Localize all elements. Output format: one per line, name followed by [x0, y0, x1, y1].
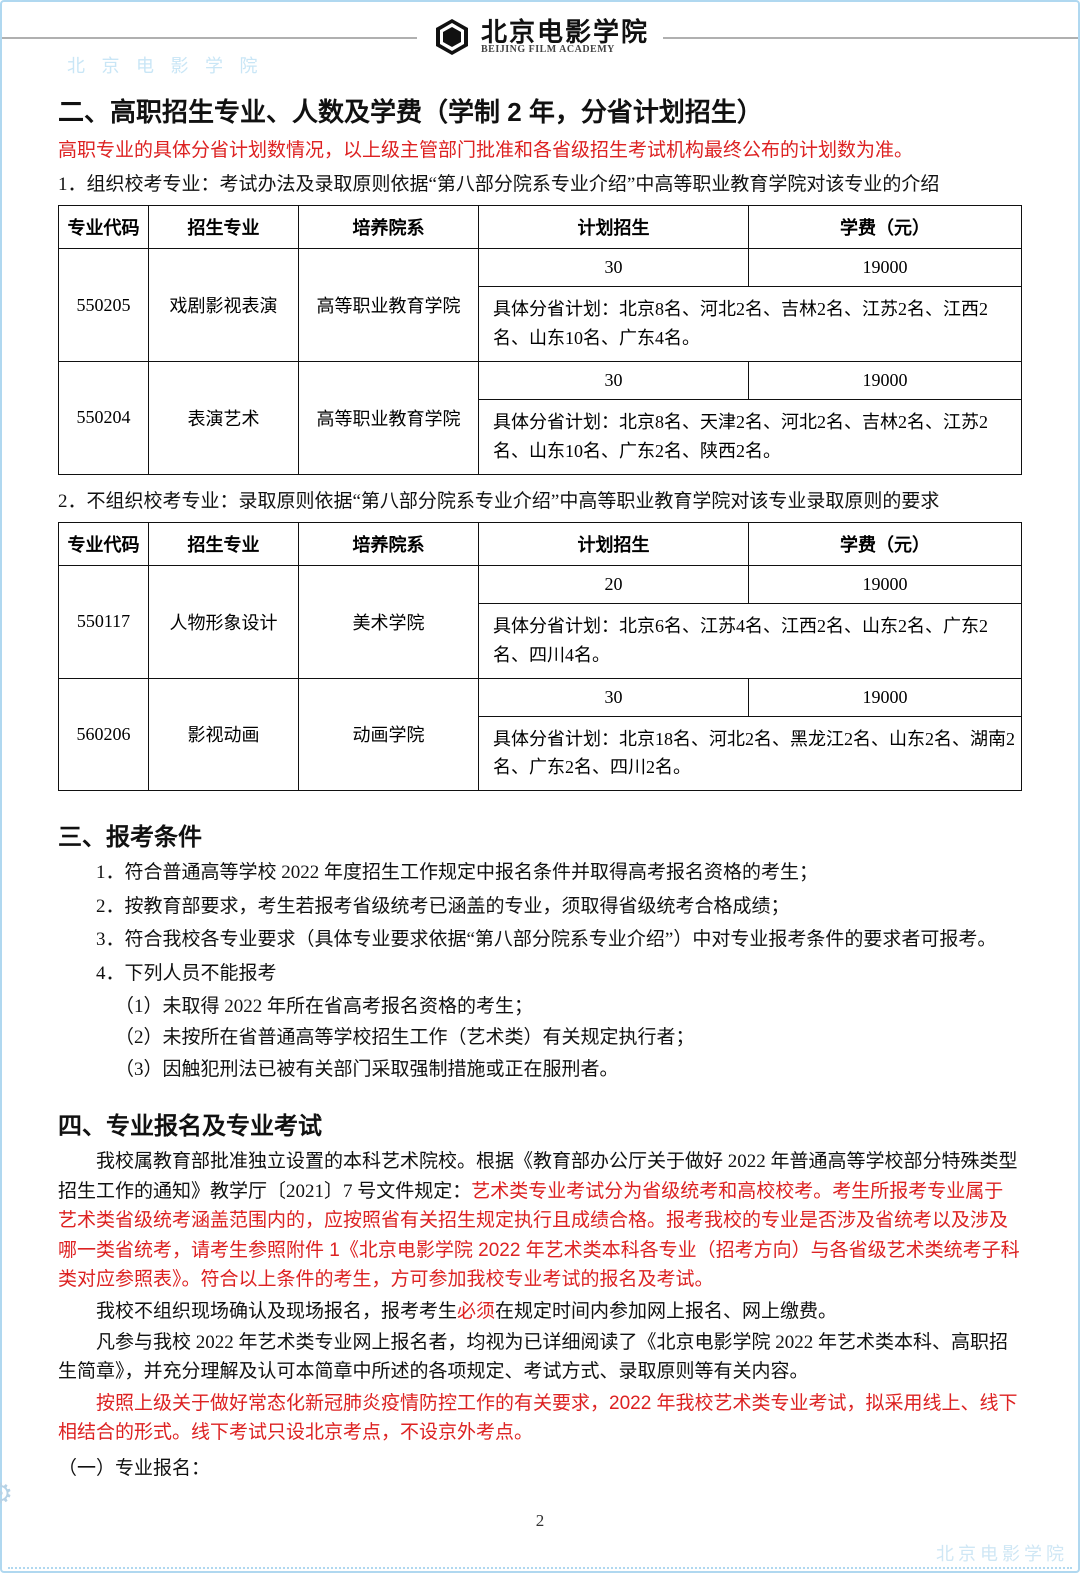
t1r1-code: 550204	[59, 362, 149, 475]
th2-code: 专业代码	[59, 523, 149, 566]
th2-plan: 计划招生	[479, 523, 749, 566]
content: 二、高职招生专业、人数及学费（学制 2 年，分省计划招生） 高职专业的具体分省计…	[2, 92, 1078, 1571]
t1r0-major: 戏剧影视表演	[149, 249, 299, 362]
s3-item2: 2．按教育部要求，考生若报考省级统考已涵盖的专业，须取得省级统考合格成绩；	[58, 892, 1022, 921]
t2r0-major: 人物形象设计	[149, 566, 299, 679]
t1r0-plan: 30	[479, 249, 749, 287]
table2: 专业代码 招生专业 培养院系 计划招生 学费（元） 550117 人物形象设计 …	[58, 522, 1022, 791]
t1r1-dept: 高等职业教育学院	[299, 362, 479, 475]
s3-item3: 3．符合我校各专业要求（具体专业要求依据“第八部分院系专业介绍”）中对专业报考条…	[58, 925, 1022, 954]
s3-sub2: （2）未按所在省普通高等学校招生工作（艺术类）有关规定执行者；	[58, 1023, 1022, 1052]
section2-title: 二、高职招生专业、人数及学费（学制 2 年，分省计划招生）	[58, 92, 1022, 129]
t1r0-detail: 具体分省计划：北京8名、河北2名、吉林2名、江苏2名、江西2名、山东10名、广东…	[479, 287, 1022, 362]
t2r0-fee: 19000	[749, 566, 1022, 604]
page: 北京电影学院 BEIJING FILM ACADEMY 北 京 电 影 学 院 …	[0, 0, 1080, 1573]
th-code: 专业代码	[59, 206, 149, 249]
s4-p2a: 我校不组织现场确认及现场报名，报考考生	[96, 1301, 457, 1322]
table2-row0-top: 550117 人物形象设计 美术学院 20 19000	[59, 566, 1022, 604]
logo-en: BEIJING FILM ACADEMY	[481, 45, 649, 55]
t1r1-major: 表演艺术	[149, 362, 299, 475]
s4-p2b: 在规定时间内参加网上报名、网上缴费。	[495, 1301, 837, 1322]
t2r1-major: 影视动画	[149, 678, 299, 791]
table1-header-row: 专业代码 招生专业 培养院系 计划招生 学费（元）	[59, 206, 1022, 249]
th-plan: 计划招生	[479, 206, 749, 249]
table2-header-row: 专业代码 招生专业 培养院系 计划招生 学费（元）	[59, 523, 1022, 566]
th2-major: 招生专业	[149, 523, 299, 566]
th2-fee: 学费（元）	[749, 523, 1022, 566]
t2r0-dept: 美术学院	[299, 566, 479, 679]
th-dept: 培养院系	[299, 206, 479, 249]
t1r0-fee: 19000	[749, 249, 1022, 287]
s4-p2-red: 必须	[457, 1301, 495, 1322]
t1r1-detail: 具体分省计划：北京8名、天津2名、河北2名、吉林2名、江苏2名、山东10名、广东…	[479, 400, 1022, 475]
t2r1-plan: 30	[479, 678, 749, 716]
t1r0-dept: 高等职业教育学院	[299, 249, 479, 362]
s4-p4-red: 按照上级关于做好常态化新冠肺炎疫情防控工作的有关要求，2022 年我校艺术类专业…	[58, 1389, 1022, 1448]
page-number: 2	[58, 1511, 1022, 1531]
section2-intro2: 2．不组织校考专业：录取原则依据“第八部分院系专业介绍”中高等职业教育学院对该专…	[58, 487, 1022, 516]
section3-title: 三、报考条件	[58, 817, 1022, 852]
table1-row1-top: 550204 表演艺术 高等职业教育学院 30 19000	[59, 362, 1022, 400]
section2-intro1: 1．组织校考专业：考试办法及录取原则依据“第八部分院系专业介绍”中高等职业教育学…	[58, 170, 1022, 199]
t2r0-code: 550117	[59, 566, 149, 679]
t2r0-detail: 具体分省计划：北京6名、江苏4名、江西2名、山东2名、广东2名、四川4名。	[479, 604, 1022, 679]
t1r1-plan: 30	[479, 362, 749, 400]
table1: 专业代码 招生专业 培养院系 计划招生 学费（元） 550205 戏剧影视表演 …	[58, 205, 1022, 474]
th-fee: 学费（元）	[749, 206, 1022, 249]
logo-text: 北京电影学院 BEIJING FILM ACADEMY	[481, 19, 649, 55]
section4-title: 四、专业报名及专业考试	[58, 1106, 1022, 1141]
t1r0-code: 550205	[59, 249, 149, 362]
s3-item1: 1．符合普通高等学校 2022 年度招生工作规定中报名条件并取得高考报名资格的考…	[58, 858, 1022, 887]
th-major: 招生专业	[149, 206, 299, 249]
logo-cn: 北京电影学院	[481, 19, 649, 45]
t2r1-dept: 动画学院	[299, 678, 479, 791]
t1r1-fee: 19000	[749, 362, 1022, 400]
s3-item4: 4．下列人员不能报考	[58, 959, 1022, 988]
s4-p3: 凡参与我校 2022 年艺术类专业网上报名者，均视为已详细阅读了《北京电影学院 …	[58, 1328, 1022, 1387]
school-logo-icon	[431, 16, 473, 58]
logo-block: 北京电影学院 BEIJING FILM ACADEMY	[417, 16, 663, 58]
t2r1-code: 560206	[59, 678, 149, 791]
s4-p5: （一）专业报名：	[58, 1454, 1022, 1483]
watermark-top: 北 京 电 影 学 院	[67, 52, 264, 78]
th2-dept: 培养院系	[299, 523, 479, 566]
s3-sub3: （3）因触犯刑法已被有关部门采取强制措施或正在服刑者。	[58, 1055, 1022, 1084]
t2r1-fee: 19000	[749, 678, 1022, 716]
t2r1-detail: 具体分省计划：北京18名、河北2名、黑龙江2名、山东2名、湖南2名、广东2名、四…	[479, 716, 1022, 791]
t2r0-plan: 20	[479, 566, 749, 604]
s4-p2: 我校不组织现场确认及现场报名，报考考生必须在规定时间内参加网上报名、网上缴费。	[58, 1297, 1022, 1326]
table2-row1-top: 560206 影视动画 动画学院 30 19000	[59, 678, 1022, 716]
s3-sub1: （1）未取得 2022 年所在省高考报名资格的考生；	[58, 992, 1022, 1021]
s4-p1: 我校属教育部批准独立设置的本科艺术院校。根据《教育部办公厅关于做好 2022 年…	[58, 1147, 1022, 1294]
table1-row0-top: 550205 戏剧影视表演 高等职业教育学院 30 19000	[59, 249, 1022, 287]
section2-red-note: 高职专业的具体分省计划数情况，以上级主管部门批准和各省级招生考试机构最终公布的计…	[58, 135, 1022, 162]
